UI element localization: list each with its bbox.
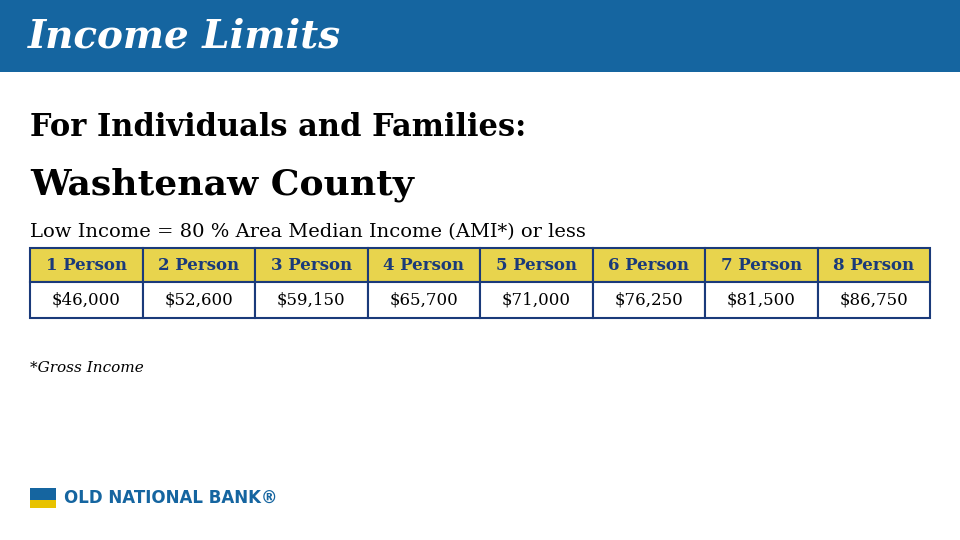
Bar <box>368 282 480 318</box>
Text: $86,750: $86,750 <box>839 292 908 308</box>
Bar <box>480 282 592 318</box>
Text: 4 Person: 4 Person <box>383 256 465 273</box>
Bar <box>592 282 705 318</box>
Text: Low Income = 80 % Area Median Income (AMI*) or less: Low Income = 80 % Area Median Income (AM… <box>30 223 586 241</box>
Text: 7 Person: 7 Person <box>721 256 802 273</box>
Text: 1 Person: 1 Person <box>46 256 127 273</box>
Bar <box>30 282 142 318</box>
Text: 6 Person: 6 Person <box>609 256 689 273</box>
Text: 5 Person: 5 Person <box>495 256 577 273</box>
Bar <box>705 282 818 318</box>
Bar <box>592 248 705 282</box>
Bar <box>0 0 960 72</box>
Bar <box>30 248 142 282</box>
Bar <box>705 248 818 282</box>
Text: $52,600: $52,600 <box>164 292 233 308</box>
Text: $71,000: $71,000 <box>502 292 571 308</box>
Bar <box>142 282 255 318</box>
Text: *Gross Income: *Gross Income <box>30 361 144 375</box>
Text: OLD NATIONAL BANK®: OLD NATIONAL BANK® <box>64 489 277 507</box>
Text: 2 Person: 2 Person <box>158 256 239 273</box>
Text: 8 Person: 8 Person <box>833 256 914 273</box>
Text: Washtenaw County: Washtenaw County <box>30 168 414 202</box>
Bar <box>255 282 368 318</box>
Bar <box>368 248 480 282</box>
Text: $81,500: $81,500 <box>727 292 796 308</box>
Text: Income Limits: Income Limits <box>28 17 341 55</box>
Text: For Individuals and Families:: For Individuals and Families: <box>30 112 526 144</box>
Text: $76,250: $76,250 <box>614 292 684 308</box>
Bar <box>255 248 368 282</box>
Bar <box>30 500 56 508</box>
Bar <box>818 248 930 282</box>
Bar <box>818 282 930 318</box>
Text: $46,000: $46,000 <box>52 292 121 308</box>
Bar <box>142 248 255 282</box>
Bar <box>30 488 56 500</box>
Text: 3 Person: 3 Person <box>271 256 351 273</box>
Text: $65,700: $65,700 <box>390 292 458 308</box>
Bar <box>480 248 592 282</box>
Text: $59,150: $59,150 <box>276 292 346 308</box>
